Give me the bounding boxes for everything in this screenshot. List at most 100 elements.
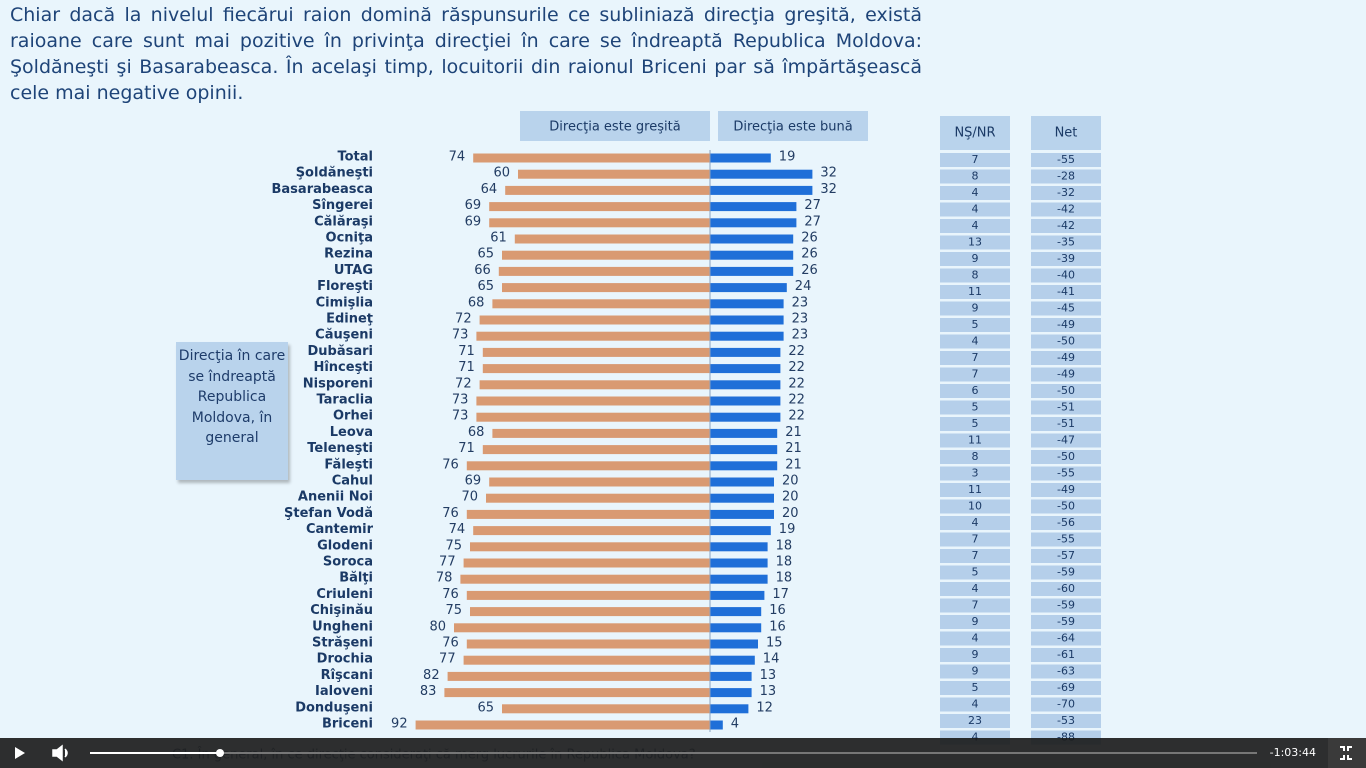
table-value: 9 — [972, 665, 979, 678]
table-value: 4 — [972, 582, 979, 595]
bar — [447, 671, 710, 681]
value-label: 74 — [449, 150, 466, 165]
category-label: Drochia — [317, 652, 373, 667]
bar — [710, 720, 723, 730]
table-cell — [1031, 466, 1101, 481]
category-label: Donduşeni — [295, 700, 373, 715]
category-label: Ialoveni — [315, 684, 373, 699]
table-value: 5 — [972, 401, 979, 414]
bar — [498, 266, 710, 276]
table-value: 4 — [972, 731, 979, 744]
table-value: 4 — [972, 186, 979, 199]
category-label: Ştefan Vodă — [284, 506, 373, 521]
bar — [489, 202, 710, 212]
table-value: -55 — [1057, 153, 1075, 166]
value-label: 26 — [801, 231, 818, 246]
value-label: 73 — [452, 328, 469, 343]
bar — [710, 574, 768, 584]
bar — [466, 590, 710, 600]
slide-title: Chiar dacă la nivelul fiecărui raion dom… — [10, 4, 922, 104]
table-value: 4 — [972, 632, 979, 645]
table-value: -49 — [1057, 483, 1075, 496]
category-label: Hînceşti — [313, 360, 373, 375]
table-cell — [1031, 202, 1101, 217]
table-value: 8 — [972, 269, 979, 282]
bar — [710, 299, 784, 309]
value-label: 20 — [782, 474, 799, 489]
table-cell — [940, 598, 1010, 613]
value-label: 69 — [465, 214, 482, 229]
table-value: 4 — [972, 698, 979, 711]
table-value: -57 — [1057, 549, 1075, 562]
value-label: 68 — [468, 425, 485, 440]
bar — [710, 655, 755, 665]
value-label: 20 — [782, 506, 799, 521]
table-value: 7 — [972, 549, 979, 562]
table-value: -50 — [1057, 450, 1075, 463]
value-label: 17 — [772, 587, 789, 602]
table-value: -28 — [1057, 170, 1075, 183]
bar — [710, 234, 794, 244]
table-value: -45 — [1057, 302, 1075, 315]
table-cell — [1031, 285, 1101, 299]
play-button[interactable] — [15, 747, 25, 759]
volume-button[interactable] — [52, 744, 68, 762]
value-label: 72 — [455, 312, 472, 327]
value-label: 18 — [776, 538, 793, 553]
table-cell — [1031, 334, 1101, 349]
value-label: 4 — [731, 717, 739, 732]
bar — [710, 509, 774, 519]
legend-box — [520, 111, 710, 141]
value-label: 14 — [763, 652, 780, 667]
value-label: 16 — [769, 603, 786, 618]
bar — [502, 283, 710, 293]
table-cell — [940, 301, 1010, 316]
bar — [486, 493, 710, 503]
table-cell — [940, 252, 1010, 266]
value-label: 65 — [477, 700, 494, 715]
category-label: Nisporeni — [303, 376, 373, 391]
progress-track[interactable] — [90, 752, 1257, 754]
bar — [479, 315, 710, 325]
table-value: -56 — [1057, 516, 1075, 529]
table-value: -51 — [1057, 401, 1075, 414]
value-label: 21 — [785, 457, 802, 472]
progress-handle[interactable] — [216, 749, 224, 757]
table-cell — [1031, 549, 1101, 563]
table-cell — [940, 334, 1010, 349]
bar — [470, 542, 710, 552]
bar — [463, 558, 710, 568]
category-label: Rezina — [324, 247, 373, 262]
table-value: 7 — [972, 153, 979, 166]
table-cell — [940, 681, 1010, 695]
category-label: Briceni — [322, 717, 373, 732]
value-label: 76 — [442, 587, 459, 602]
value-label: 21 — [785, 441, 802, 456]
bar — [710, 671, 752, 681]
bar — [482, 364, 710, 374]
value-label: 61 — [490, 231, 507, 246]
bar — [710, 412, 781, 422]
bar — [710, 590, 765, 600]
value-label: 32 — [820, 166, 837, 181]
fullscreen-bg[interactable] — [1328, 738, 1366, 768]
bar — [710, 445, 778, 455]
category-label: Anenii Noi — [298, 490, 373, 505]
category-label: Floreşti — [317, 279, 373, 294]
bar — [466, 639, 710, 649]
table-value: -50 — [1057, 384, 1075, 397]
table-value: 7 — [972, 368, 979, 381]
fullscreen-button[interactable] — [1340, 746, 1352, 760]
value-label: 27 — [804, 198, 821, 213]
value-label: 26 — [801, 247, 818, 262]
value-label: 19 — [779, 150, 796, 165]
table-value: -69 — [1057, 681, 1075, 694]
table-cell — [1031, 268, 1101, 283]
bar — [710, 347, 781, 357]
table-cell — [940, 549, 1010, 563]
table-value: 11 — [968, 483, 982, 496]
category-label: Basarabeasca — [272, 182, 374, 197]
value-label: 23 — [792, 312, 809, 327]
value-label: 12 — [756, 700, 773, 715]
bar — [710, 185, 813, 195]
